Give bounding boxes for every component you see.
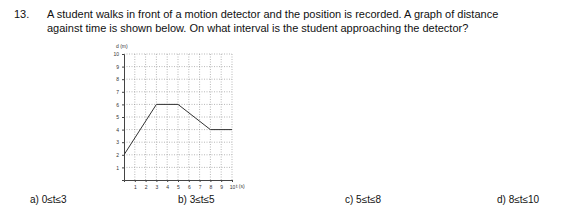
- tick-label: 6: [188, 184, 191, 190]
- tick-mark: [189, 180, 190, 182]
- tick-label: 3: [116, 139, 119, 145]
- tick-label: 5: [116, 114, 119, 120]
- tick: 3: [156, 180, 159, 190]
- grid-line: [124, 117, 232, 118]
- grid-line: [124, 54, 232, 55]
- tick-mark: [122, 104, 124, 105]
- tick-mark: [122, 79, 124, 80]
- tick: 9: [220, 180, 223, 190]
- tick-label: 4: [116, 127, 119, 133]
- tick-mark: [122, 142, 124, 143]
- tick-mark: [122, 117, 124, 118]
- x-axis-title: t (s): [236, 183, 245, 189]
- tick-mark: [200, 180, 201, 182]
- tick: 8: [210, 180, 213, 190]
- answer-choice: c) 5≤t≤8: [345, 194, 381, 205]
- tick-mark: [178, 180, 179, 182]
- tick: 10: [230, 180, 236, 190]
- tick-label: 10: [113, 51, 119, 57]
- tick-label: 10: [230, 184, 236, 190]
- answer-choice: b) 3≤t≤5: [178, 194, 215, 205]
- tick: 10: [113, 51, 124, 57]
- tick-mark: [135, 180, 136, 182]
- tick-label: 8: [210, 184, 213, 190]
- y-axis-title: d (m): [116, 43, 128, 49]
- x-axis: 1 2 3 4 5 6 7 8 9 10: [125, 180, 236, 190]
- tick-label: 1: [116, 165, 119, 171]
- page: 13. A student walks in front of a motion …: [0, 0, 584, 216]
- tick-label: 3: [156, 184, 159, 190]
- tick-mark: [122, 155, 124, 156]
- tick-label: 9: [220, 184, 223, 190]
- grid-line: [178, 54, 179, 180]
- plot-area: [124, 104, 232, 154]
- tick: 2: [116, 152, 124, 158]
- tick: 9: [116, 64, 124, 70]
- tick-mark: [146, 180, 147, 182]
- tick-label: 8: [116, 76, 119, 82]
- tick-label: 9: [116, 64, 119, 70]
- grid-line: [145, 54, 146, 180]
- tick-label: 2: [116, 152, 119, 158]
- tick: 7: [199, 180, 202, 190]
- tick: 1: [134, 180, 137, 190]
- tick-mark: [232, 180, 233, 182]
- tick: 4: [116, 127, 124, 133]
- tick-mark: [122, 67, 124, 68]
- grid-line: [124, 154, 232, 155]
- tick-mark: [122, 92, 124, 93]
- tick-label: 7: [116, 89, 119, 95]
- data-line: [124, 104, 232, 154]
- tick: 3: [116, 139, 124, 145]
- tick-label: 6: [116, 102, 119, 108]
- tick: 6: [188, 180, 191, 190]
- question-text: against time is shown below. On what int…: [47, 22, 468, 34]
- tick-mark: [122, 167, 124, 168]
- answer-choice: a) 0≤t≤3: [30, 194, 67, 205]
- grid-line: [124, 167, 232, 168]
- tick: 8: [116, 76, 124, 82]
- tick-mark: [221, 180, 222, 182]
- grid-line: [124, 66, 232, 67]
- tick-label: 1: [134, 184, 137, 190]
- grid-line: [124, 91, 232, 92]
- question-text: A student walks in front of a motion det…: [47, 8, 498, 20]
- y-axis: 1 2 3 4 5 6 7 8 9 10: [113, 51, 124, 180]
- axis-line: [122, 55, 125, 181]
- tick: 4: [166, 180, 169, 190]
- tick: 6: [116, 102, 124, 108]
- tick: 1: [116, 165, 124, 171]
- tick: 5: [116, 114, 124, 120]
- grid-line: [124, 142, 232, 143]
- tick-mark: [156, 180, 157, 182]
- grid-line: [124, 79, 232, 80]
- chart: 1234567891012345678910t (s)d (m): [113, 43, 245, 190]
- tick-label: 2: [145, 184, 148, 190]
- tick-mark: [167, 180, 168, 182]
- tick-label: 5: [177, 184, 180, 190]
- tick: 5: [177, 180, 180, 190]
- grid: [124, 54, 232, 180]
- tick: 7: [116, 89, 124, 95]
- tick: 2: [145, 180, 148, 190]
- tick-mark: [122, 54, 124, 55]
- answer-choice: d) 8≤t≤10: [497, 194, 540, 205]
- tick-label: 4: [166, 184, 169, 190]
- axis-line: [125, 181, 233, 183]
- question-number: 13.: [14, 8, 29, 20]
- tick-mark: [122, 130, 124, 131]
- tick-label: 7: [199, 184, 202, 190]
- grid-line: [210, 54, 211, 180]
- tick-mark: [210, 180, 211, 182]
